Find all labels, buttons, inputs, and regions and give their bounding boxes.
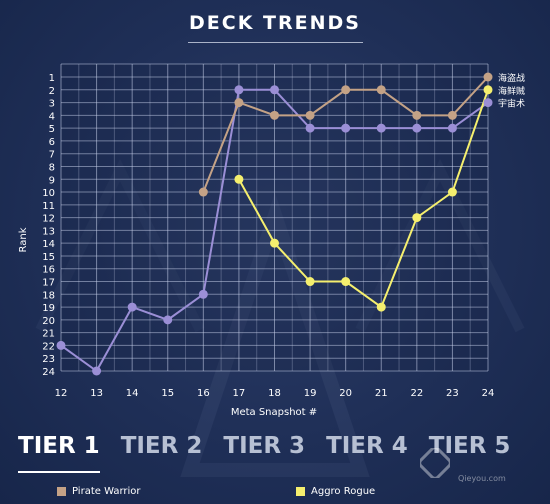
watermark-logo-icon — [420, 448, 450, 478]
tab-tier-4[interactable]: TIER 4 — [326, 433, 408, 459]
y-tick-label: 24 — [42, 367, 55, 378]
data-point — [163, 315, 173, 325]
title-underline — [188, 42, 363, 43]
watermark-url: Qieyou.com — [458, 474, 506, 483]
x-tick-label: 19 — [304, 388, 317, 399]
data-point — [376, 85, 386, 95]
data-point — [483, 72, 493, 82]
y-tick-label: 15 — [42, 252, 55, 263]
data-point — [305, 110, 315, 120]
y-tick-label: 2 — [49, 86, 55, 97]
data-point — [341, 123, 351, 133]
legend-swatch — [296, 487, 305, 496]
data-point — [376, 123, 386, 133]
legend-item-pirate-warrior: Pirate Warrior — [57, 486, 141, 497]
legend-label: Aggro Rogue — [311, 486, 376, 497]
data-point — [270, 110, 279, 120]
page-title: DECK TRENDS — [189, 12, 361, 34]
x-tick-label: 20 — [339, 388, 352, 399]
x-tick-label: 18 — [268, 388, 281, 399]
data-point — [412, 213, 422, 223]
x-axis-label: Meta Snapshot # — [231, 407, 317, 418]
y-tick-label: 23 — [42, 354, 55, 365]
y-tick-label: 16 — [42, 265, 55, 276]
data-point — [412, 123, 422, 133]
y-tick-label: 12 — [42, 214, 55, 225]
grid-lines — [60, 63, 489, 372]
data-point — [483, 85, 493, 95]
y-tick-label: 11 — [42, 201, 55, 212]
x-tick-label: 23 — [446, 388, 459, 399]
y-tick-label: 14 — [42, 239, 55, 250]
x-tick-label: 12 — [55, 388, 68, 399]
y-tick-label: 13 — [42, 226, 55, 237]
tab-tier-5[interactable]: TIER 5 — [428, 433, 511, 459]
series-end-label: 海鲜贼 — [498, 85, 525, 97]
y-tick-label: 7 — [49, 150, 55, 161]
y-tick-label: 17 — [42, 278, 55, 289]
y-axis-label: Rank — [18, 227, 29, 252]
data-point — [305, 277, 315, 287]
data-point — [270, 85, 279, 95]
y-tick-label: 22 — [42, 341, 55, 352]
series-end-label: 宇宙术 — [498, 98, 525, 110]
y-tick-label: 21 — [42, 329, 55, 340]
y-tick-label: 1 — [49, 73, 55, 84]
y-tick-label: 19 — [42, 303, 55, 314]
deck-trends-chart: 123456789101112131415161718192021222324 … — [18, 63, 525, 418]
x-tick-label: 21 — [375, 388, 388, 399]
data-point — [56, 340, 66, 350]
series-end-label: 海盗战 — [498, 72, 525, 84]
data-point — [234, 98, 244, 108]
data-point — [234, 85, 244, 95]
y-tick-label: 5 — [49, 124, 55, 135]
x-tick-label: 14 — [126, 388, 139, 399]
series-points — [56, 72, 493, 376]
y-tick-label: 9 — [49, 175, 55, 186]
data-point — [198, 187, 208, 197]
y-tick-label: 8 — [49, 162, 55, 173]
data-point — [270, 238, 279, 248]
legend-item-aggro-rogue: Aggro Rogue — [296, 486, 375, 497]
x-tick-label: 17 — [233, 388, 246, 399]
data-point — [341, 277, 351, 287]
data-point — [341, 85, 351, 95]
data-point — [376, 302, 386, 312]
series-line — [238, 89, 489, 309]
y-tick-label: 20 — [42, 316, 55, 327]
x-tick-label: 16 — [197, 388, 210, 399]
y-tick-label: 18 — [42, 290, 55, 301]
data-point — [198, 289, 208, 299]
legend-label: Pirate Warrior — [72, 486, 141, 497]
y-tick-label: 4 — [49, 111, 55, 122]
tier-tabs: TIER 1 TIER 2 TIER 3 TIER 4 TIER 5 — [18, 433, 531, 473]
data-point — [447, 187, 457, 197]
y-tick-label: 10 — [42, 188, 55, 199]
tab-tier-3[interactable]: TIER 3 — [223, 433, 306, 459]
tab-tier-2[interactable]: TIER 2 — [120, 433, 203, 459]
x-tick-labels: 12 13 14 15 16 17 18 19 20 21 22 23 24 — [55, 388, 495, 399]
data-point — [305, 123, 315, 133]
legend-swatch — [57, 487, 66, 496]
data-point — [483, 98, 493, 108]
y-tick-label: 6 — [49, 137, 55, 148]
data-point — [447, 123, 457, 133]
x-tick-label: 13 — [90, 388, 103, 399]
data-point — [447, 110, 457, 120]
y-tick-label: 3 — [49, 99, 55, 110]
data-point — [412, 110, 422, 120]
x-tick-label: 15 — [161, 388, 174, 399]
x-tick-label: 24 — [482, 388, 495, 399]
data-point — [127, 302, 137, 312]
data-point — [92, 366, 102, 376]
tab-tier-1[interactable]: TIER 1 — [18, 433, 100, 473]
x-tick-label: 22 — [410, 388, 423, 399]
data-point — [234, 174, 244, 184]
